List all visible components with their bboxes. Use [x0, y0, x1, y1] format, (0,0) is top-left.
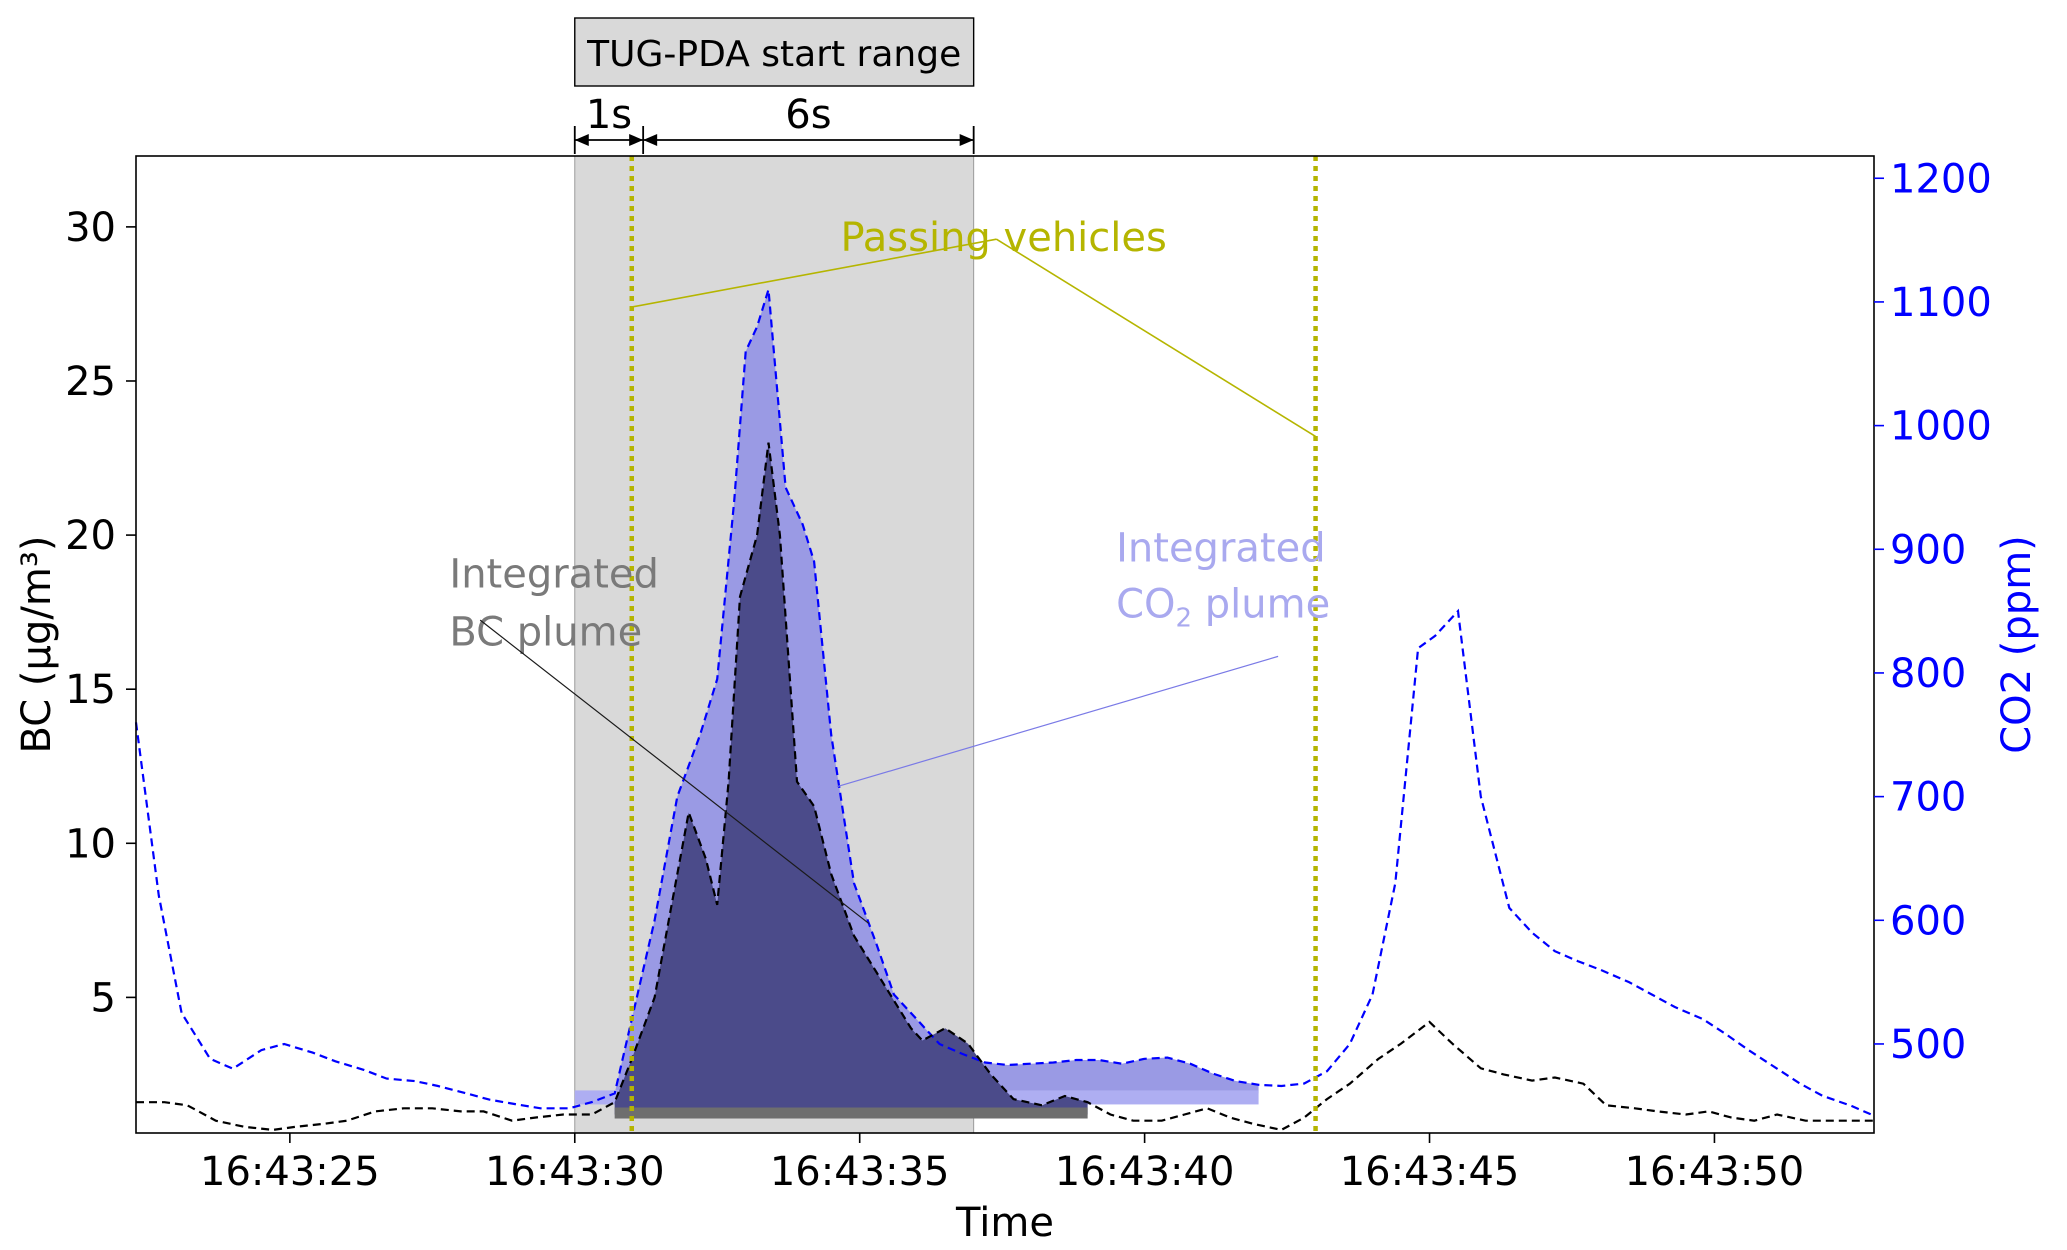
x-tick-label: 16:43:25 — [200, 1149, 380, 1195]
range-segment-arrow-right-1 — [629, 134, 644, 146]
range-segment-arrow-left-1 — [574, 134, 589, 146]
start-range-title: TUG-PDA start range — [586, 34, 961, 75]
co2-plume-label-co: CO — [1116, 582, 1175, 628]
passing-vehicles-label: Passing vehicles — [840, 215, 1166, 261]
integrated-bc-plume-area — [614, 442, 1088, 1115]
y-right-tick-label: 800 — [1890, 651, 1966, 697]
co2-series-line — [134, 289, 1875, 1117]
y-right-tick-label: 1200 — [1890, 156, 1992, 202]
integrated-bc-baseline-band — [614, 1107, 1088, 1119]
co2-plume-label-subscript: 2 — [1176, 604, 1193, 634]
passing-vehicles-pointer-2 — [996, 238, 1316, 438]
y-left-tick-label: 10 — [65, 821, 116, 867]
range-segment-label-2: 6s — [785, 92, 831, 138]
bc-plume-label-line-1: Integrated — [449, 551, 658, 597]
y-right-tick-label: 900 — [1890, 527, 1966, 573]
passing-vehicles-pointer-1 — [631, 238, 997, 308]
x-tick-label: 16:43:45 — [1340, 1149, 1520, 1195]
bc-plume-pointer — [479, 619, 870, 924]
y-right-tick-label: 700 — [1890, 775, 1966, 821]
y-right-axis-label: CO2 (ppm) — [1994, 535, 2040, 754]
y-left-axis-label: BC (µg/m³) — [14, 536, 60, 754]
bc-plume-label-line-2: BC plume — [449, 609, 642, 655]
x-tick-label: 16:43:35 — [770, 1149, 950, 1195]
y-right-tick-label: 600 — [1890, 898, 1966, 944]
y-right-tick-label: 1000 — [1890, 404, 1992, 450]
x-tick-label: 16:43:50 — [1625, 1149, 1805, 1195]
x-tick-label: 16:43:30 — [485, 1149, 665, 1195]
co2-plume-label-plume: plume — [1192, 582, 1330, 628]
bc-series-line — [136, 442, 1874, 1132]
co2-plume-label-line-1: Integrated — [1116, 526, 1325, 572]
y-left-tick-label: 15 — [65, 667, 116, 713]
y-right-tick-label: 1100 — [1890, 280, 1992, 326]
x-tick-label: 16:43:40 — [1055, 1149, 1235, 1195]
range-segment-arrow-right-2 — [959, 134, 974, 146]
y-left-tick-label: 25 — [65, 359, 116, 405]
x-axis-label: Time — [955, 1200, 1054, 1246]
co2-plume-pointer — [836, 655, 1279, 788]
y-left-tick-label: 20 — [65, 513, 116, 559]
co2-plume-label-line-2: CO2 plume — [1116, 582, 1330, 634]
start-range-title-box — [574, 17, 975, 87]
range-segment-arrow-left-2 — [643, 134, 658, 146]
plot-frame — [135, 155, 1875, 1134]
y-left-tick-label: 30 — [65, 205, 116, 251]
y-left-tick-label: 5 — [91, 975, 116, 1021]
range-segment-label-1: 1s — [586, 92, 632, 138]
y-right-tick-label: 500 — [1890, 1022, 1966, 1068]
